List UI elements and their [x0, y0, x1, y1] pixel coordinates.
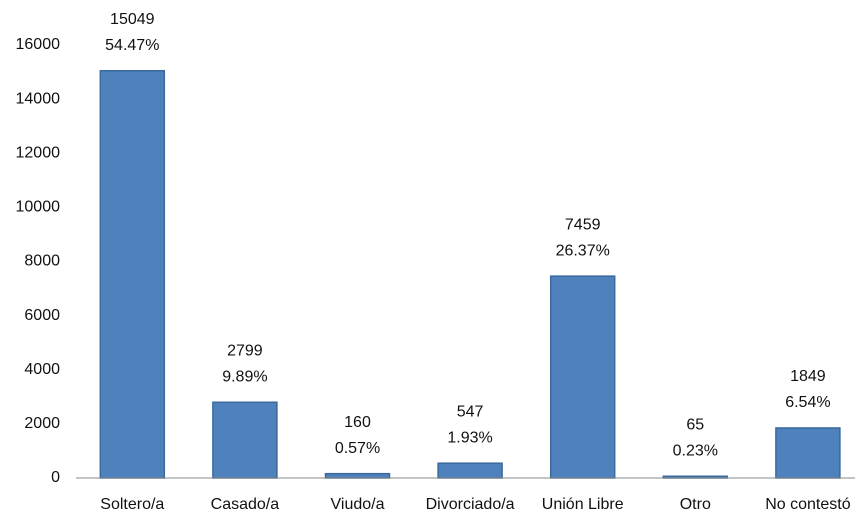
x-tick-label: Divorciado/a	[426, 496, 515, 513]
bar	[212, 401, 278, 479]
value-label: 547	[457, 403, 484, 420]
x-tick-label: Soltero/a	[100, 496, 164, 513]
y-tick-label: 8000	[24, 253, 60, 270]
x-tick-label: No contestó	[765, 496, 850, 513]
bar	[775, 427, 841, 479]
y-tick-label: 4000	[24, 361, 60, 378]
y-tick-label: 16000	[16, 36, 61, 53]
y-tick-label: 6000	[24, 307, 60, 324]
percentage-label: 26.37%	[556, 242, 610, 259]
y-tick-label: 14000	[16, 90, 61, 107]
percentage-label: 0.23%	[673, 442, 718, 459]
x-tick-label: Otro	[680, 496, 711, 513]
x-tick-label: Viudo/a	[331, 496, 385, 513]
bar	[324, 472, 391, 479]
percentage-label: 1.93%	[447, 429, 492, 446]
percentage-label: 54.47%	[105, 37, 159, 54]
value-label: 160	[344, 414, 371, 431]
y-tick-label: 10000	[16, 199, 61, 216]
y-tick-label: 0	[51, 469, 60, 486]
value-label: 15049	[110, 11, 155, 28]
value-label: 2799	[227, 342, 263, 359]
y-tick-label: 12000	[16, 144, 61, 161]
x-tick-label: Casado/a	[211, 496, 280, 513]
x-tick-label: Unión Libre	[542, 496, 624, 513]
bar	[437, 462, 503, 479]
value-label: 65	[686, 416, 704, 433]
bar	[99, 69, 166, 479]
percentage-label: 6.54%	[785, 394, 830, 411]
value-label: 7459	[565, 216, 601, 233]
y-tick-label: 2000	[24, 415, 60, 432]
bar	[549, 275, 616, 479]
percentage-label: 9.89%	[222, 368, 267, 385]
value-label: 1849	[790, 368, 826, 385]
percentage-label: 0.57%	[335, 440, 380, 457]
